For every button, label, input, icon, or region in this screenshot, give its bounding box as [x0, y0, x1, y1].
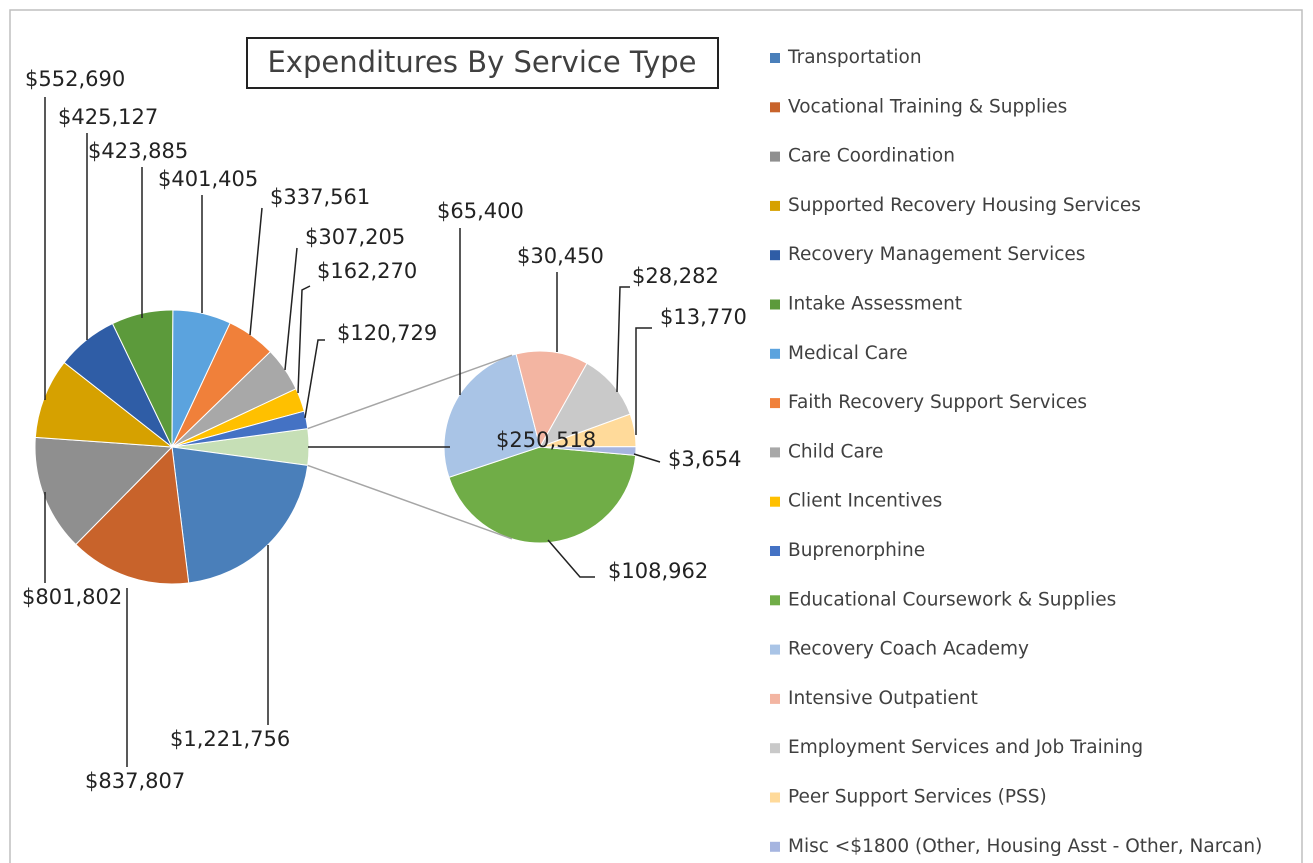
data-label: $108,962	[608, 559, 708, 583]
data-label: $337,561	[270, 185, 370, 209]
connector-line	[307, 464, 513, 540]
legend-label: Faith Recovery Support Services	[788, 392, 1087, 413]
data-label: $28,282	[632, 264, 719, 288]
leader-line	[249, 207, 263, 336]
legend-swatch	[770, 398, 780, 409]
title-box	[246, 37, 719, 89]
legend-swatch	[770, 496, 780, 507]
leader-line	[547, 539, 595, 578]
legend-label: Intake Assessment	[788, 294, 962, 315]
legend-label: Medical Care	[788, 343, 908, 364]
pie-slice	[34, 436, 174, 546]
legend-label: Employment Services and Job Training	[788, 737, 1143, 758]
pie-slice	[34, 361, 174, 448]
legend-swatch	[770, 151, 780, 162]
pie-slice	[515, 350, 588, 449]
leader-line	[633, 453, 661, 463]
legend-swatch	[770, 53, 780, 63]
legend-label: Recovery Coach Academy	[788, 639, 1029, 660]
legend-swatch	[770, 299, 780, 310]
data-label: $30,450	[517, 244, 604, 268]
legend-swatch	[770, 546, 780, 556]
legend-swatch	[770, 644, 780, 655]
legend-swatch	[770, 200, 780, 211]
legend-label: Client Incentives	[788, 491, 942, 512]
legend-label: Care Coordination	[788, 146, 955, 167]
legend-swatch	[770, 792, 780, 803]
legend-label: Buprenorphine	[788, 540, 925, 561]
data-label: $3,654	[668, 447, 741, 471]
pie-slice	[539, 446, 637, 456]
leader-line	[616, 286, 630, 393]
data-label: $250,518	[496, 428, 596, 452]
data-label: $837,807	[85, 769, 185, 793]
leader-line	[304, 339, 325, 419]
data-label: $552,690	[25, 67, 125, 91]
data-label: $423,885	[88, 139, 188, 163]
leader-line	[284, 247, 298, 371]
data-label: $65,400	[437, 199, 524, 223]
pie-slice	[75, 445, 190, 585]
legend-label: Misc <$1800 (Other, Housing Asst - Other…	[788, 836, 1262, 857]
legend-label: Transportation	[787, 47, 922, 68]
data-label: $1,221,756	[170, 727, 290, 751]
legend-swatch	[770, 102, 780, 113]
legend-swatch	[770, 595, 780, 606]
legend-label: Vocational Training & Supplies	[788, 96, 1067, 117]
legend-swatch	[770, 743, 780, 754]
legend-label: Educational Coursework & Supplies	[788, 589, 1116, 610]
data-label: $13,770	[660, 305, 747, 329]
data-label: $801,802	[22, 585, 122, 609]
legend-label: Supported Recovery Housing Services	[788, 195, 1141, 216]
leader-line	[297, 285, 311, 394]
chart-title: Expenditures By Service Type	[267, 45, 696, 79]
data-label: $162,270	[317, 259, 417, 283]
pie-slice	[171, 446, 309, 584]
data-label: $120,729	[337, 321, 437, 345]
chart-frame	[9, 9, 1303, 863]
legend-label: Child Care	[788, 441, 883, 462]
pie-slice	[448, 446, 637, 544]
legend-swatch	[770, 348, 780, 359]
data-label: $401,405	[158, 167, 258, 191]
leader-line	[635, 327, 652, 435]
legend-label: Peer Support Services (PSS)	[788, 787, 1047, 808]
legend-label: Intensive Outpatient	[788, 688, 978, 709]
legend-swatch	[770, 250, 780, 261]
legend-swatch	[770, 447, 780, 458]
pie-slice	[538, 362, 631, 448]
data-label: $425,127	[58, 105, 158, 129]
data-label: $307,205	[305, 225, 405, 249]
legend-label: Recovery Management Services	[788, 244, 1085, 265]
legend-swatch	[770, 841, 780, 852]
connector-line	[307, 354, 513, 430]
legend-swatch	[770, 693, 780, 704]
